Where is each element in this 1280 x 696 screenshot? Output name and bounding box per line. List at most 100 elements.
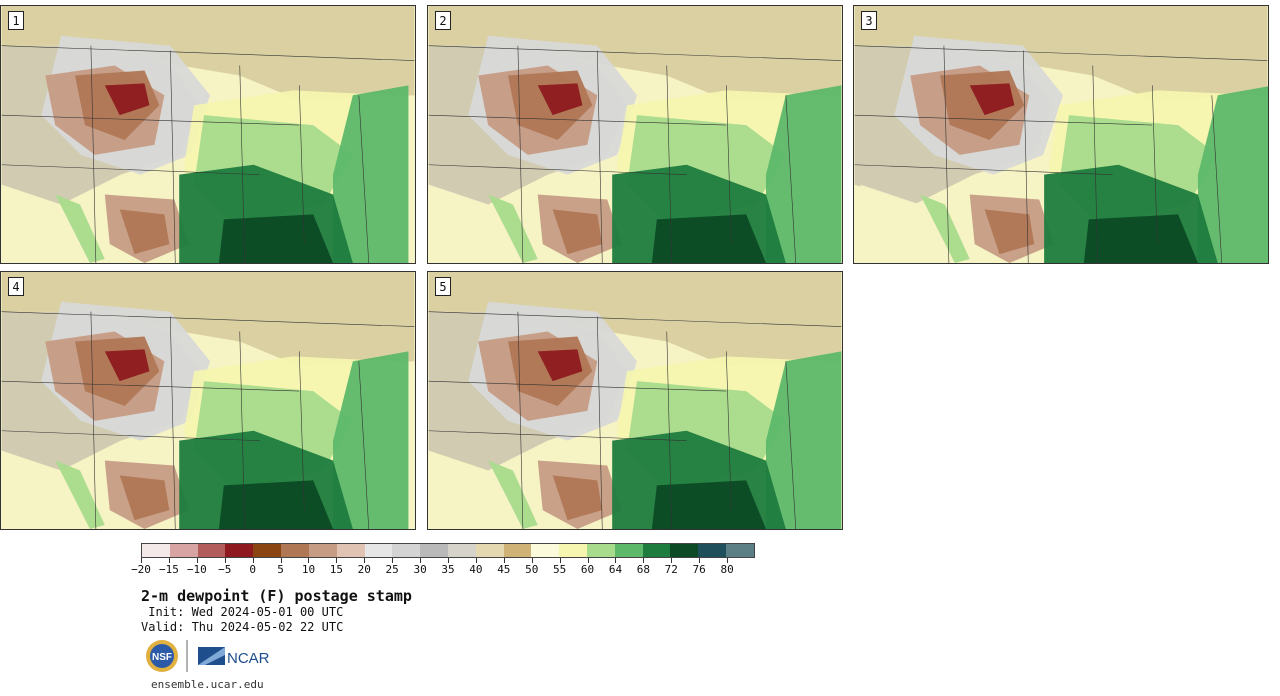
- map-border: [298, 351, 305, 511]
- map-border: [854, 45, 1268, 61]
- colorbar-tick-label: 35: [441, 563, 455, 576]
- colorbar-swatch: [308, 544, 337, 557]
- colorbar-tick: [699, 558, 701, 563]
- map-border: [596, 316, 603, 529]
- colorbar-tick-label: −20: [131, 563, 151, 576]
- colorbar-tick: [392, 558, 394, 563]
- map-border: [517, 45, 524, 263]
- map-border: [725, 85, 732, 245]
- colorbar-tick-label: 40: [469, 563, 483, 576]
- map-border: [428, 430, 687, 441]
- colorbar-tick: [671, 558, 673, 563]
- colorbar-tick-label: 45: [497, 563, 511, 576]
- colorbar-swatch: [698, 544, 727, 557]
- ncar-logo-icon: NCAR: [198, 647, 270, 667]
- map-field-region: [765, 85, 842, 263]
- colorbar-swatch: [670, 544, 699, 557]
- panel-label: 3: [861, 11, 877, 30]
- colorbar-tick: [448, 558, 449, 563]
- map-field-region: [920, 194, 970, 263]
- colorbar-swatch: [531, 544, 560, 557]
- map-border: [1, 45, 415, 61]
- colorbar-tick: [168, 558, 170, 563]
- map-field-region: [651, 214, 766, 263]
- map-border: [298, 85, 305, 245]
- map-field-region: [333, 85, 409, 263]
- panel-label: 1: [8, 11, 24, 30]
- colorbar-tick-label: −10: [186, 563, 207, 576]
- colorbar-swatch: [281, 544, 309, 557]
- colorbar-swatch: [614, 544, 643, 557]
- map-field-region: [765, 351, 842, 529]
- map-border: [785, 361, 797, 529]
- map-field-region: [218, 480, 334, 529]
- map-field-region: [969, 83, 1015, 116]
- map-border: [854, 164, 1113, 175]
- map-field-region: [537, 83, 583, 116]
- map-field-region: [984, 209, 1035, 255]
- map-field-region: [55, 460, 105, 529]
- colorbar-tick: [196, 558, 198, 563]
- colorbar-swatch: [225, 544, 254, 557]
- map-border: [428, 45, 842, 61]
- logos: NSF NCAR: [145, 637, 275, 675]
- colorbar-tick: [336, 558, 338, 563]
- map-border: [428, 164, 687, 175]
- colorbar-tick-label: 5: [277, 563, 284, 576]
- map-border: [239, 65, 246, 263]
- colorbar-tick-label: 20: [357, 563, 371, 576]
- colorbar-tick: [559, 558, 561, 563]
- map-panel-2: 2: [427, 5, 843, 264]
- colorbar-tick-label: 60: [580, 563, 595, 576]
- map-border: [1211, 95, 1223, 263]
- website-url: ensemble.ucar.edu: [151, 678, 264, 691]
- map-field-region: [488, 460, 538, 529]
- colorbar-swatch: [169, 544, 198, 557]
- map-border: [785, 95, 797, 263]
- colorbar-tick: [475, 558, 477, 563]
- colorbar-tick: [420, 558, 422, 563]
- map-field-region: [537, 349, 583, 382]
- colorbar-tick: [727, 558, 729, 563]
- colorbar-swatch: [142, 544, 170, 557]
- colorbar-tick-label: −5: [218, 563, 232, 576]
- colorbar-swatch: [197, 544, 226, 557]
- map-border: [428, 380, 727, 392]
- colorbar-tick-label: 0: [249, 563, 256, 576]
- map-field-region: [104, 83, 150, 116]
- map-border: [358, 95, 370, 263]
- colorbar-tick: [141, 558, 142, 563]
- colorbar-swatch: [392, 544, 421, 557]
- colorbar-tick-label: −15: [158, 563, 179, 576]
- colorbar-tick: [224, 558, 226, 563]
- colorbar-tick: [252, 558, 254, 563]
- panel-label: 5: [435, 277, 451, 296]
- map-border: [517, 311, 524, 529]
- colorbar-tick-label: 10: [301, 563, 316, 576]
- map-border: [90, 311, 97, 529]
- map-field-region: [860, 184, 970, 263]
- colorbar-swatch: [642, 544, 671, 557]
- map-field-region: [552, 209, 603, 255]
- colorbar-swatch: [364, 544, 393, 557]
- ncar-logo-text: NCAR: [227, 650, 270, 667]
- colorbar-tick-label: 25: [385, 563, 399, 576]
- dewpoint-map: [428, 272, 842, 529]
- map-panel-3: 3: [853, 5, 1269, 264]
- map-border: [1, 164, 260, 175]
- dewpoint-map: [854, 6, 1268, 263]
- colorbar-swatch: [587, 544, 615, 557]
- colorbar-tick: [531, 558, 533, 563]
- map-field-region: [1, 452, 105, 529]
- map-field-region: [488, 194, 538, 263]
- map-border: [1151, 85, 1158, 245]
- map-border: [943, 45, 950, 263]
- map-border: [725, 351, 732, 511]
- map-border: [169, 50, 176, 263]
- plot-title: 2-m dewpoint (F) postage stamp: [141, 587, 412, 605]
- map-field-region: [333, 351, 409, 529]
- map-border: [596, 50, 603, 263]
- map-border: [1, 114, 300, 126]
- panel-label: 2: [435, 11, 451, 30]
- map-border: [358, 361, 370, 529]
